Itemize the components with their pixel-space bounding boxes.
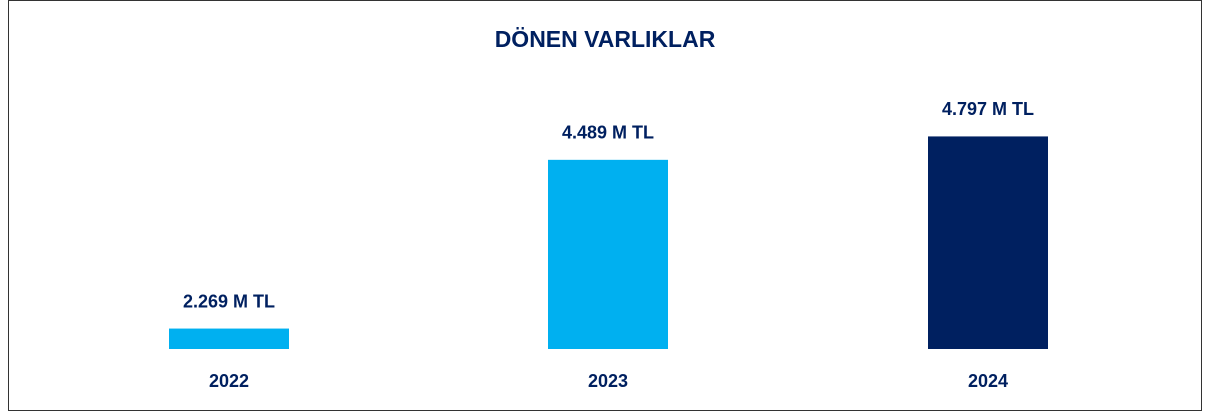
bar (548, 159, 668, 349)
x-tick-label: 2022 (209, 371, 249, 391)
bar (928, 136, 1048, 349)
value-label: 2.269 M TL (183, 291, 275, 311)
x-tick-label: 2023 (588, 371, 628, 391)
x-tick-label: 2024 (968, 371, 1008, 391)
value-label: 4.797 M TL (942, 99, 1034, 119)
value-label: 4.489 M TL (562, 123, 654, 143)
bar (169, 328, 289, 349)
chart-title: DÖNEN VARLIKLAR (495, 26, 716, 52)
